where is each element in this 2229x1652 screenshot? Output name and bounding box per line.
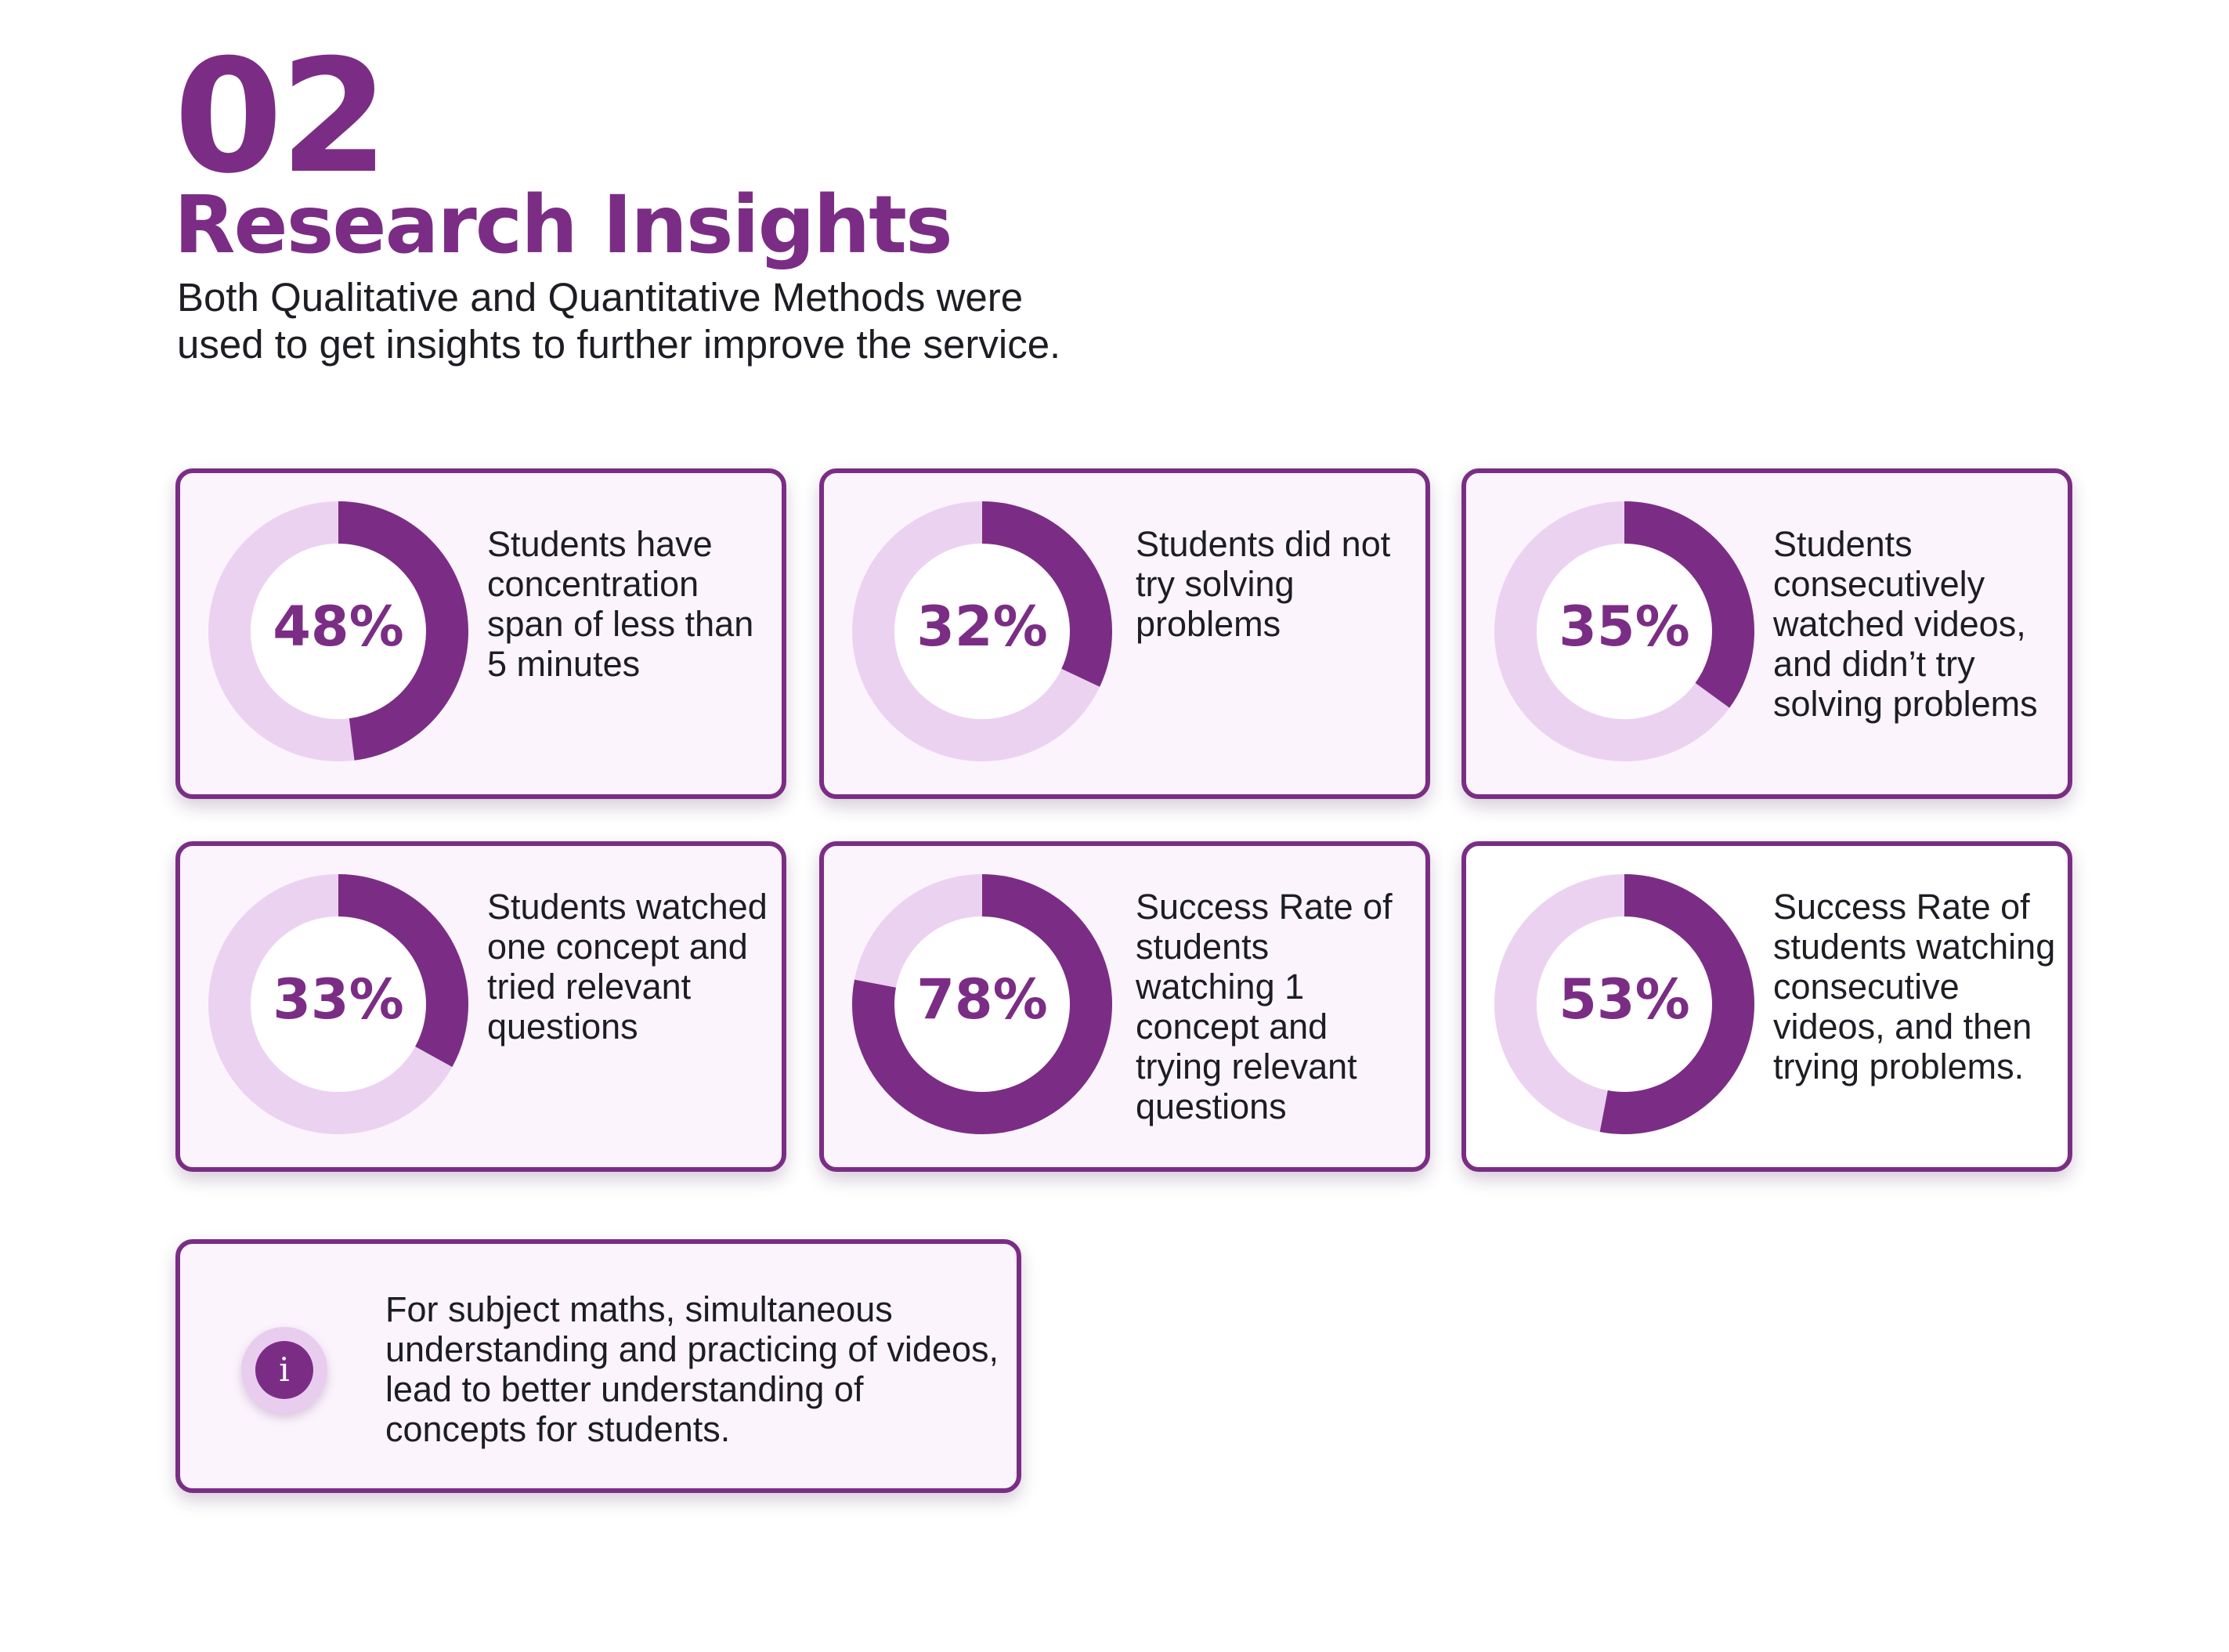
section-description: Both Qualitative and Quantitative Method… bbox=[177, 275, 1061, 367]
insight-card: 53% Success Rate of students watching co… bbox=[1461, 841, 2072, 1172]
donut-center bbox=[1537, 916, 1712, 1092]
donut-value-arc bbox=[1494, 874, 1754, 1134]
insight-text: Success Rate of students watching consec… bbox=[1773, 887, 2056, 1086]
percent-label: 33% bbox=[273, 967, 404, 1032]
insight-text: Success Rate of students watching 1 conc… bbox=[1136, 887, 1393, 1126]
donut-chart: 78% bbox=[852, 874, 1112, 1134]
info-glyph: i bbox=[255, 1341, 313, 1399]
donut-value-arc bbox=[208, 874, 468, 1134]
donut-chart: 33% bbox=[208, 874, 468, 1134]
donut-chart: 53% bbox=[1494, 874, 1754, 1134]
insight-card: 35% Students consecutively watched video… bbox=[1461, 468, 2072, 799]
insight-text: Students have concentration span of less… bbox=[487, 524, 754, 684]
insight-text: Students watched one concept and tried r… bbox=[487, 887, 768, 1047]
info-note: i For subject maths, simultaneous unders… bbox=[175, 1239, 1021, 1493]
insight-card: 33% Students watched one concept and tri… bbox=[175, 841, 786, 1172]
donut-value-arc bbox=[1494, 501, 1754, 761]
percent-label: 48% bbox=[273, 595, 404, 659]
percent-label: 35% bbox=[1559, 595, 1690, 659]
insight-text: Students consecutively watched videos, a… bbox=[1773, 524, 2038, 724]
insight-card: 48% Students have concentration span of … bbox=[175, 468, 786, 799]
insight-card: 32% Students did not try solving problem… bbox=[819, 468, 1430, 799]
percent-label: 78% bbox=[916, 967, 1048, 1032]
donut-center bbox=[894, 544, 1070, 719]
donut-value-arc bbox=[852, 874, 1112, 1134]
donut-center bbox=[1537, 544, 1712, 719]
donut-center bbox=[251, 916, 426, 1092]
insight-text: Students did not try solving problems bbox=[1136, 524, 1391, 644]
insight-card: 78% Success Rate of students watching 1 … bbox=[819, 841, 1430, 1172]
donut-chart: 35% bbox=[1494, 501, 1754, 761]
note-text: For subject maths, simultaneous understa… bbox=[385, 1289, 999, 1449]
donut-chart: 32% bbox=[852, 501, 1112, 761]
donut-value-arc bbox=[852, 501, 1112, 761]
donut-chart: 48% bbox=[208, 501, 468, 761]
donut-value-arc bbox=[208, 501, 468, 761]
donut-center bbox=[251, 544, 426, 719]
percent-label: 32% bbox=[916, 595, 1048, 659]
section-title: Research Insights bbox=[174, 179, 953, 272]
percent-label: 53% bbox=[1559, 967, 1690, 1032]
info-icon: i bbox=[241, 1327, 327, 1413]
donut-center bbox=[894, 916, 1070, 1092]
section-number: 02 bbox=[174, 26, 388, 208]
